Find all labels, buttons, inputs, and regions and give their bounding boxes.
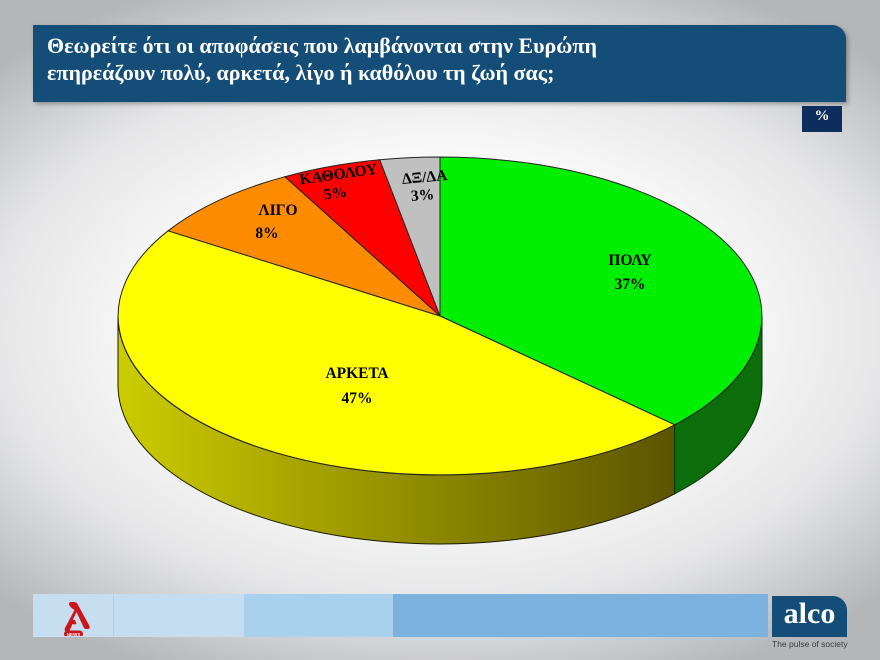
svg-text:ΠΟΛΥ: ΠΟΛΥ <box>608 252 651 269</box>
svg-text:37%: 37% <box>615 276 646 293</box>
svg-text:5%: 5% <box>323 184 348 204</box>
svg-text:ΑΡΚΕΤΑ: ΑΡΚΕΤΑ <box>325 365 389 382</box>
svg-text:3%: 3% <box>410 186 435 205</box>
svg-text:47%: 47% <box>342 390 373 407</box>
svg-text:NEWS: NEWS <box>67 632 81 636</box>
svg-text:ΛΙΓΟ: ΛΙΓΟ <box>258 202 297 219</box>
svg-text:8%: 8% <box>255 225 278 242</box>
